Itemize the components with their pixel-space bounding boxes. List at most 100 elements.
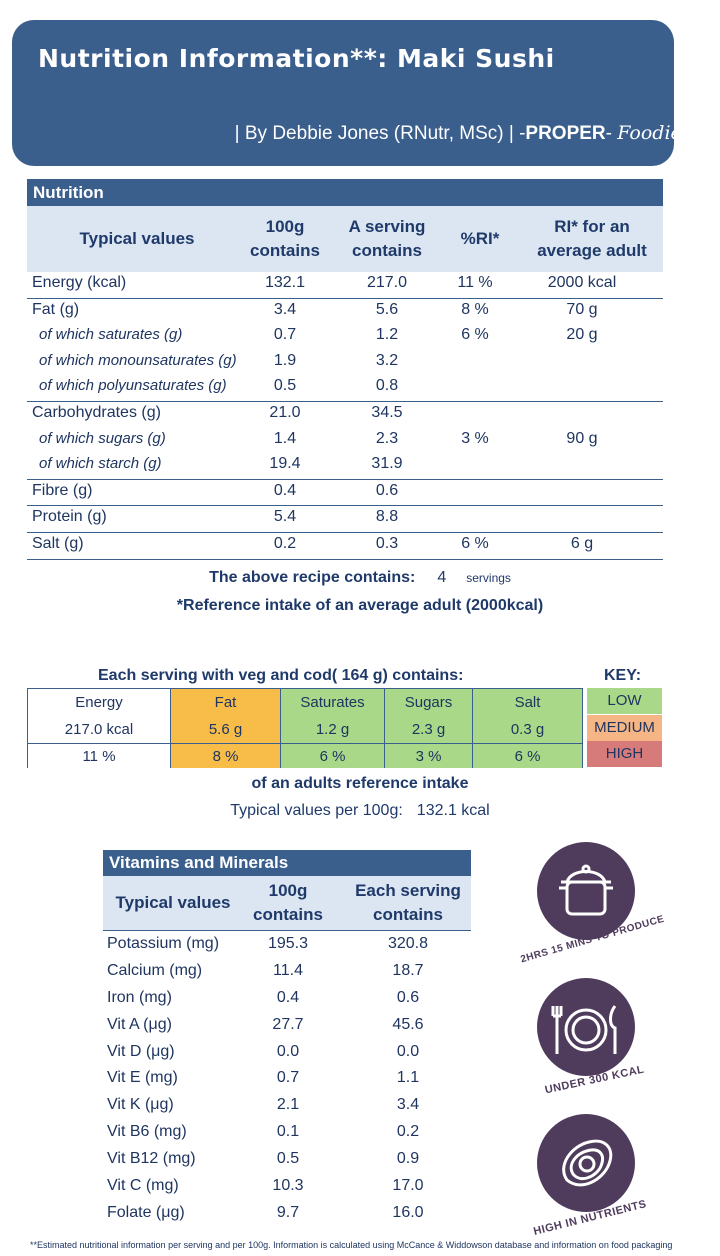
- vitamin-label: Vit B12 (mg): [107, 1150, 196, 1168]
- per100-value: 0.5: [273, 377, 297, 395]
- nutrition-row: Salt (g) 0.2 0.3 6 % 6 g: [27, 531, 663, 560]
- vitamin-per100: 0.4: [276, 988, 300, 1006]
- header-serving-l1: A serving: [348, 217, 426, 236]
- nutrient-label: Fat (g): [32, 300, 80, 318]
- vitamin-row: Vit B6 (mg) 0.1 0.2: [103, 1119, 471, 1146]
- per100-value: 1.9: [273, 351, 297, 369]
- vitamin-per100: 2.1: [276, 1096, 300, 1114]
- vheader-serving-l2: contains: [373, 905, 443, 924]
- per100-value: 3.4: [273, 300, 297, 318]
- reference-intake-note: *Reference intake of an average adult (2…: [176, 597, 544, 614]
- per100-value: 0.4: [273, 481, 297, 499]
- vheader-serving-l1: Each serving: [355, 881, 461, 900]
- brand-dash: -: [605, 123, 618, 144]
- serving-value: 0.3: [375, 534, 399, 552]
- brand-proper: PROPER: [525, 123, 606, 144]
- serving-value: 2.3: [375, 429, 399, 447]
- ri-adult-value: 20 g: [566, 326, 598, 344]
- vitamin-per100: 11.4: [273, 961, 303, 979]
- per100-value: 5.4: [273, 508, 297, 526]
- nutrient-label: of which monounsaturates (g): [39, 351, 237, 369]
- traffic-name-cell: Saturates: [280, 689, 384, 716]
- traffic-pct-cell: 6 %: [472, 743, 582, 768]
- vitamin-serving: 320.8: [387, 935, 429, 952]
- nutrition-row: of which sugars (g) 1.4 2.3 3 % 90 g: [27, 428, 663, 454]
- ri-adult-value: 6 g: [570, 534, 594, 552]
- header-banner: [12, 20, 674, 166]
- nutrition-row: of which saturates (g) 0.7 1.2 6 % 20 g: [27, 324, 663, 350]
- vitamins-rows: Potassium (mg) 195.3 320.8 Calcium (mg) 11.4…: [103, 930, 471, 1227]
- nutrition-row: Protein (g) 5.4 8.8: [27, 505, 663, 532]
- nutrition-row: of which monounsaturates (g) 1.9 3.2: [27, 350, 663, 376]
- vitamin-row: Vit D (μg) 0.0 0.0: [103, 1039, 471, 1066]
- serving-value: 217.0: [366, 274, 408, 291]
- vitamin-per100: 0.1: [276, 1123, 300, 1141]
- header-ri-adult-l2: average adult: [537, 241, 647, 260]
- ri-adult-value: 2000 kcal: [547, 274, 617, 291]
- key-high: HIGH: [587, 741, 662, 768]
- vitamin-per100: 27.7: [272, 1015, 304, 1033]
- header-ri: %RI*: [460, 229, 500, 248]
- traffic-amount-cell: 217.0 kcal: [28, 716, 170, 743]
- vitamin-label: Vit C (mg): [107, 1177, 179, 1195]
- nutrient-label: of which sugars (g): [39, 429, 166, 447]
- nutrition-row: Carbohydrates (g) 21.0 34.5: [27, 400, 663, 428]
- traffic-name-cell: Energy: [28, 689, 170, 716]
- nutrient-label: of which saturates (g): [39, 326, 183, 344]
- serving-value: 31.9: [371, 455, 403, 473]
- nutrition-table-title: Nutrition: [27, 179, 663, 206]
- per100-value: 19.4: [269, 455, 301, 473]
- nutrient-label: Protein (g): [32, 508, 107, 526]
- per100g-value: 132.1 kcal: [416, 802, 490, 819]
- vitamin-per100: 195.3: [267, 935, 309, 952]
- nutrition-table: Nutrition Typical values 100g contains A…: [27, 179, 663, 560]
- traffic-name-cell: Fat: [170, 689, 280, 716]
- avocado-icon: [562, 1139, 613, 1187]
- vitamin-serving: 1.1: [396, 1069, 420, 1087]
- footnote: **Estimated nutritional information per …: [30, 1240, 673, 1250]
- nutrition-row: Energy (kcal) 132.1 217.0 11 % 2000 kcal: [27, 272, 663, 298]
- cooking-pot-badge: [537, 842, 635, 940]
- traffic-amount-cell: 5.6 g: [170, 716, 280, 743]
- vitamin-row: Vit E (mg) 0.7 1.1: [103, 1065, 471, 1092]
- servings-count: 4: [437, 569, 447, 586]
- nutrition-row: of which polyunsaturates (g) 0.5 0.8: [27, 375, 663, 401]
- vitamins-table-title: Vitamins and Minerals: [103, 850, 471, 876]
- vitamin-label: Vit A (μg): [107, 1015, 172, 1033]
- vitamin-serving: 0.9: [396, 1150, 420, 1168]
- vitamin-label: Calcium (mg): [107, 961, 203, 979]
- vitamin-serving: 18.7: [392, 961, 424, 979]
- vitamin-serving: 0.0: [396, 1042, 420, 1060]
- serving-value: 0.6: [375, 481, 399, 499]
- byline-suffix: |: [681, 123, 692, 144]
- vitamin-label: Vit K (μg): [107, 1096, 174, 1114]
- vheader-typical: Typical values: [115, 893, 231, 912]
- vitamin-per100: 10.3: [272, 1177, 304, 1195]
- vitamin-per100: 9.7: [276, 1203, 300, 1221]
- ri-adult-value: 70 g: [566, 300, 598, 318]
- nutrition-row: Fat (g) 3.4 5.6 8 % 70 g: [27, 297, 663, 325]
- reference-intake-caption: of an adults reference intake: [251, 775, 469, 792]
- nutrient-label: Carbohydrates (g): [32, 403, 161, 421]
- vitamin-label: Iron (mg): [107, 988, 172, 1006]
- vitamin-row: Vit C (mg) 10.3 17.0: [103, 1173, 471, 1200]
- vitamin-serving: 0.2: [396, 1123, 420, 1141]
- serving-value: 8.8: [375, 508, 399, 526]
- per100-value: 21.0: [269, 403, 301, 421]
- avocado-badge: [537, 1114, 635, 1212]
- traffic-pct-cell: 8 %: [170, 743, 280, 768]
- ri-percent: 6 %: [461, 534, 489, 552]
- vitamin-per100: 0.7: [276, 1069, 300, 1087]
- per100-value: 0.2: [273, 534, 297, 552]
- nutrient-label: Energy (kcal): [32, 274, 127, 291]
- per100-value: 1.4: [273, 429, 297, 447]
- per100g-caption: Typical values per 100g: 132.1 kcal: [0, 802, 720, 820]
- author-byline: | By Debbie Jones (RNutr, MSc) | -PROPER…: [235, 122, 692, 145]
- vitamin-row: Vit B12 (mg) 0.5 0.9: [103, 1146, 471, 1173]
- vheader-per100-l1: 100g: [268, 881, 308, 900]
- traffic-pct-cell: 11 %: [28, 743, 170, 768]
- traffic-amount-cell: 0.3 g: [472, 716, 582, 743]
- ri-percent: 3 %: [461, 429, 489, 447]
- traffic-amount-cell: 1.2 g: [280, 716, 384, 743]
